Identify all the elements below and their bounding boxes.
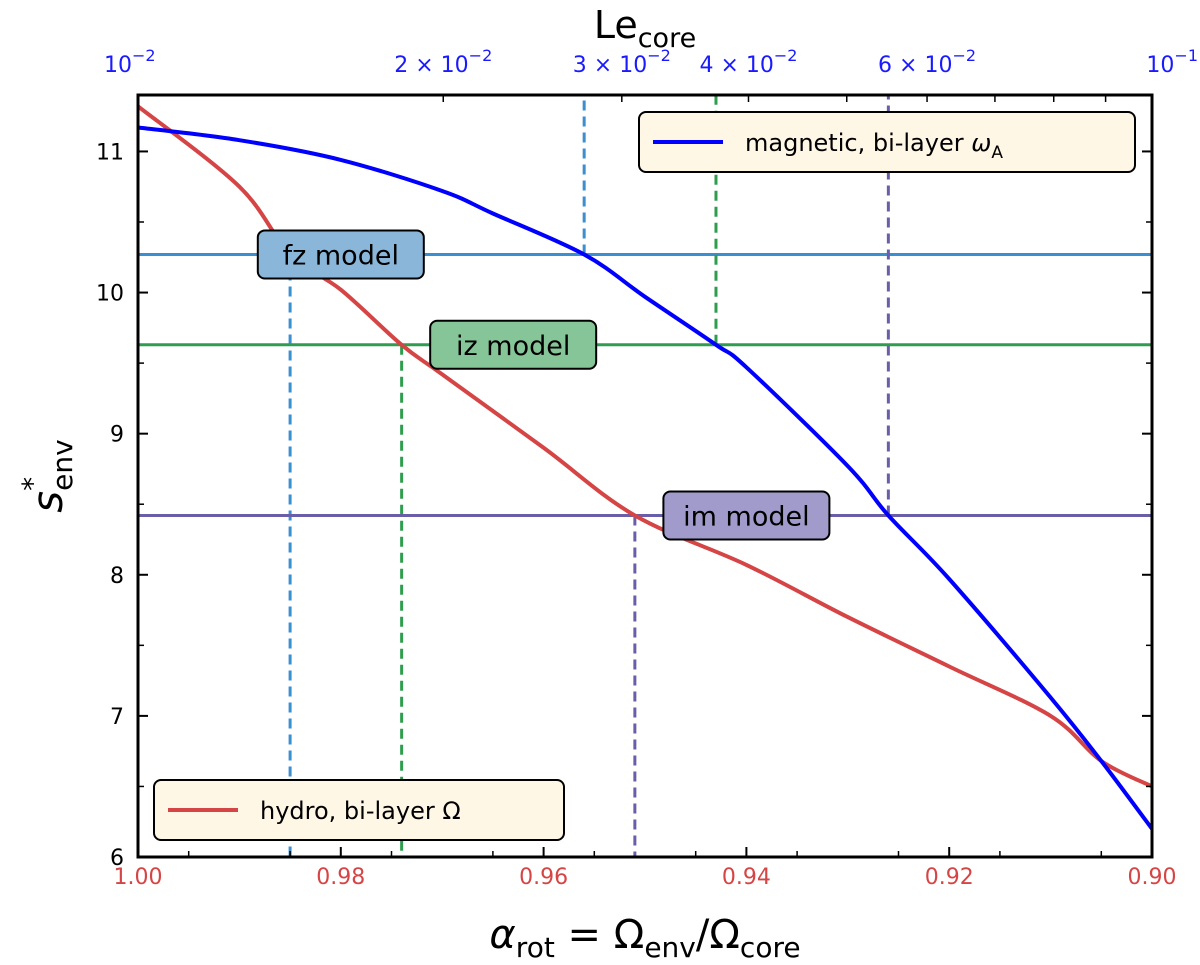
x-top-tick-label: 2 × 10−2	[394, 46, 492, 78]
chart-lines-layer	[136, 95, 1154, 857]
x-top-tick-label: 10−2	[104, 46, 156, 78]
y-tick-label: 6	[110, 846, 124, 871]
legend-box-hydro	[153, 779, 565, 841]
x-top-axis-title: Lecore	[594, 3, 696, 54]
x-bottom-axis-title: αrot = Ωenv/Ωcore	[489, 912, 800, 964]
legend-label-magnetic: magnetic, bi-layer ωA	[745, 129, 1003, 163]
series-line-magnetic	[137, 125, 1154, 831]
chart-labels-layer: 1.00 0.98 0.96 0.94 0.92 0.90 6 7 8 9 10 11 10−2 2 × …	[16, 3, 1198, 964]
y-tick-label: 11	[96, 140, 124, 165]
chart-legends-layer: magnetic, bi-layer ωA hydro, bi-layer Ω	[153, 111, 1136, 841]
x-bottom-tick-label: 0.94	[722, 865, 771, 890]
y-tick-label: 8	[110, 564, 124, 589]
model-tag-label-im: im model	[683, 502, 809, 533]
x-bottom-tick-label: 0.96	[519, 865, 568, 890]
x-bottom-tick-label: 0.98	[316, 865, 365, 890]
legend-label-hydro: hydro, bi-layer Ω	[260, 797, 461, 825]
x-bottom-tick-label: 0.92	[925, 865, 974, 890]
y-tick-label: 9	[110, 423, 124, 448]
model-tag-box-iz	[429, 319, 598, 370]
x-bottom-tick-label: 0.90	[1128, 865, 1177, 890]
legend-box-magnetic	[638, 111, 1136, 173]
model-tag-label-iz: iz model	[456, 331, 570, 362]
model-tag-label-fz: fz model	[283, 240, 399, 271]
x-bottom-tick-label: 1.00	[114, 865, 163, 890]
model-tag-box-fz	[256, 229, 425, 280]
y-tick-label: 10	[96, 282, 124, 307]
x-top-tick-label: 4 × 10−2	[699, 46, 797, 78]
y-tick-label: 7	[110, 705, 124, 730]
x-top-tick-label: 10−1	[1146, 46, 1198, 78]
series-line-hydro	[136, 104, 1153, 789]
x-top-tick-label: 3 × 10−2	[573, 46, 671, 78]
x-top-tick-label: 6 × 10−2	[878, 46, 976, 78]
model-tag-box-im	[662, 490, 831, 541]
plot-frame	[136, 93, 1154, 859]
y-axis-title: s*env	[16, 439, 79, 512]
model-tags-layer: fz model iz model im model	[256, 229, 831, 541]
